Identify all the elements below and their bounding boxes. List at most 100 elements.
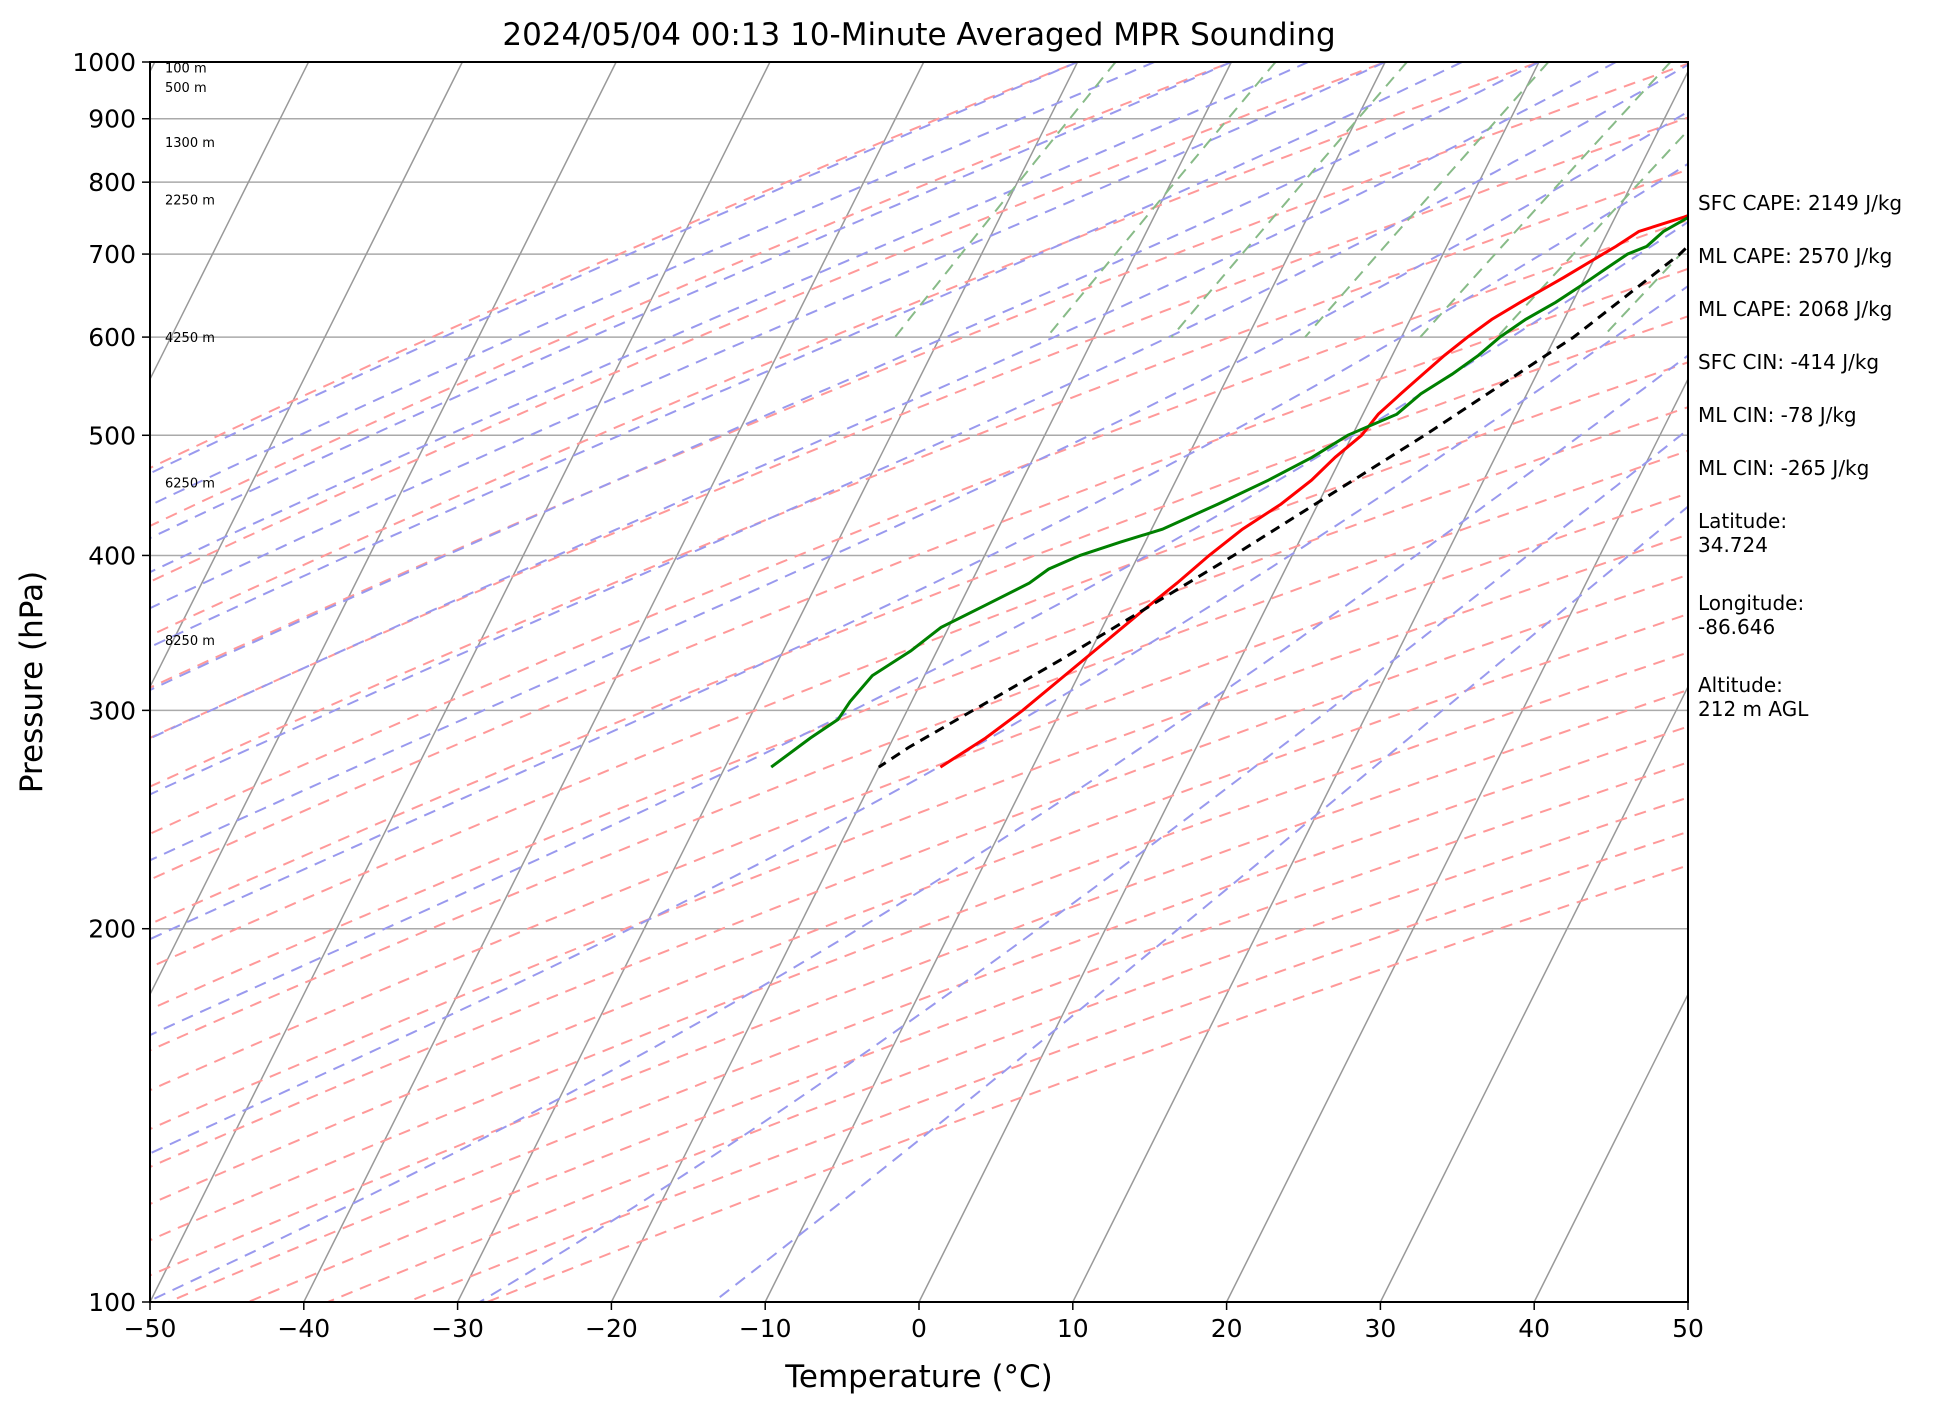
isotherm <box>1533 992 1688 1302</box>
dry-adiabat <box>150 406 1688 1011</box>
moist-adiabat <box>479 428 1688 1302</box>
moist-adiabat <box>150 62 1155 507</box>
x-tick-label: −30 <box>431 1314 484 1343</box>
y-tick-label: 600 <box>88 323 136 352</box>
moist-adiabat <box>150 62 1617 740</box>
sounding-parameter: ML CIN: -265 J/kg <box>1698 456 1869 480</box>
isotherm <box>150 62 771 1302</box>
x-tick-label: −20 <box>585 1314 638 1343</box>
sounding-parameter: ML CAPE: 2570 J/kg <box>1698 244 1892 268</box>
y-tick-label: 200 <box>88 915 136 944</box>
temperature-line <box>939 213 1688 769</box>
height-label: 500 m <box>165 81 207 96</box>
height-label: 8250 m <box>165 634 215 649</box>
isotherm <box>1379 685 1688 1302</box>
parcel-line <box>877 244 1688 769</box>
y-tick-label: 500 <box>88 421 136 450</box>
dry-adiabat <box>150 492 1688 1092</box>
y-tick-label: 1000 <box>72 48 136 77</box>
dry-adiabat <box>150 218 1688 835</box>
isotherm <box>610 62 1233 1302</box>
moist-adiabat <box>150 62 1232 540</box>
sounding-parameter-value: 212 m AGL <box>1698 697 1809 721</box>
isotherm <box>0 36 14 1330</box>
sounding-parameter: ML CAPE: 2068 J/kg <box>1698 297 1892 321</box>
x-tick-label: 50 <box>1672 1314 1704 1343</box>
dry-adiabat <box>150 651 1688 1242</box>
dry-adiabat <box>150 315 1688 926</box>
sounding-parameters: SFC CAPE: 2149 J/kg ML CAPE: 2570 J/kg ML … <box>1698 191 1902 721</box>
sounding-parameter: Latitude: <box>1698 509 1787 533</box>
mixing-ratio-line <box>1496 128 1688 338</box>
sounding-profiles <box>770 213 1688 769</box>
moist-adiabat <box>150 162 1688 941</box>
isotherm <box>150 62 617 997</box>
x-tick-label: 20 <box>1211 1314 1243 1343</box>
height-label: 100 m <box>165 61 207 76</box>
isotherm <box>150 62 464 689</box>
x-tick-label: −40 <box>277 1314 330 1343</box>
moist-adiabat <box>150 62 1386 610</box>
isotherm <box>150 62 310 381</box>
dry-adiabat <box>150 62 1688 689</box>
x-tick-label: 0 <box>911 1314 927 1343</box>
mixing-ratio-line <box>1419 62 1672 338</box>
sounding-parameter: SFC CAPE: 2149 J/kg <box>1698 191 1902 215</box>
y-tick-label: 800 <box>88 168 136 197</box>
dry-adiabat <box>325 796 1688 1302</box>
y-tick-label: 100 <box>88 1288 136 1317</box>
moist-adiabat <box>150 62 1463 649</box>
chart-title: 2024/05/04 00:13 10-Minute Averaged MPR … <box>502 17 1335 53</box>
moist-adiabat <box>150 284 1688 1155</box>
background-lines <box>0 36 1688 1330</box>
dewpoint-line <box>770 215 1688 769</box>
plot-frame <box>149 61 1689 1303</box>
dry-adiabat <box>404 830 1688 1302</box>
moist-adiabat <box>150 62 1309 574</box>
x-axis-label: Temperature (°C) <box>784 1359 1053 1395</box>
mixing-ratio-line <box>894 62 1117 338</box>
sounding-parameter: Longitude: <box>1698 591 1804 615</box>
sounding-parameter-value: -86.646 <box>1698 615 1775 639</box>
moist-adiabat <box>150 110 1688 862</box>
isotherm <box>302 62 925 1302</box>
mixing-ratio-line <box>1046 62 1277 338</box>
x-tick-label: 40 <box>1518 1314 1550 1343</box>
isotherm <box>764 62 1386 1302</box>
moist-adiabat <box>150 62 1078 475</box>
isotherm <box>1071 69 1688 1302</box>
height-label: 2250 m <box>165 193 215 208</box>
sounding-parameter-value: 34.724 <box>1698 533 1768 557</box>
mixing-ratio-line <box>1304 62 1550 338</box>
y-axis-label: Pressure (hPa) <box>14 571 50 793</box>
moist-adiabat <box>150 354 1688 1302</box>
x-tick-label: −10 <box>739 1314 792 1343</box>
dry-adiabat <box>150 688 1688 1277</box>
height-label: 6250 m <box>165 477 215 492</box>
dry-adiabat <box>245 761 1688 1302</box>
y-tick-label: 900 <box>88 105 136 134</box>
sounding-parameter: ML CIN: -78 J/kg <box>1698 403 1857 427</box>
isotherm <box>456 62 1079 1302</box>
sounding-parameter: SFC CIN: -414 J/kg <box>1698 350 1879 374</box>
dry-adiabat <box>150 62 1542 637</box>
y-tick-label: 400 <box>88 541 136 570</box>
dry-adiabat <box>150 116 1688 740</box>
isotherm <box>918 62 1540 1302</box>
sounding-parameter: Altitude: <box>1698 673 1783 697</box>
height-label: 1300 m <box>165 136 215 151</box>
y-tick-label: 300 <box>88 696 136 725</box>
mixing-ratio-line <box>1170 62 1408 338</box>
height-label: 4250 m <box>165 331 215 346</box>
y-tick-label: 700 <box>88 240 136 269</box>
dry-adiabat <box>166 725 1688 1302</box>
isotherm <box>1225 377 1688 1302</box>
moist-adiabat <box>150 62 1540 692</box>
dry-adiabat <box>150 62 1235 528</box>
x-tick-label: −50 <box>124 1314 177 1343</box>
height-labels: 100 m 500 m 1300 m 2250 m 4250 m 6250 m 8250 m <box>165 61 215 648</box>
moist-adiabat <box>150 63 1688 796</box>
x-tick-label: 30 <box>1364 1314 1396 1343</box>
axis-ticks: −50 −40 −30 −20 −10 0 10 20 30 40 50 100 200 300 400 50… <box>72 48 1704 1343</box>
